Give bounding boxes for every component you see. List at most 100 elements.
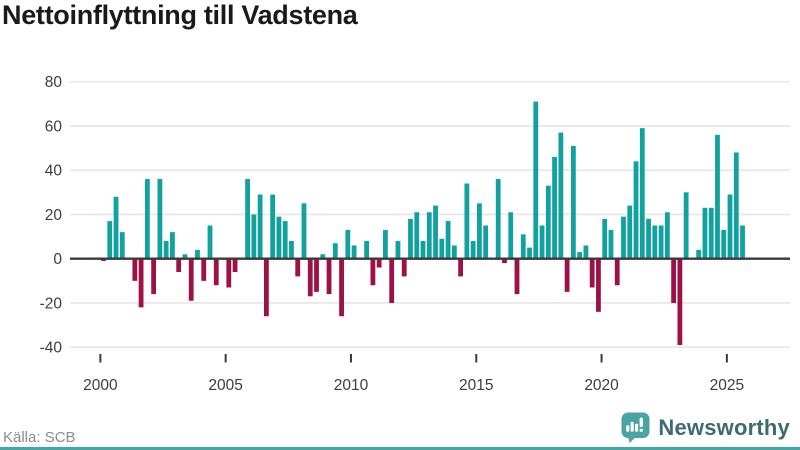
x-axis-label-2010: 2010 xyxy=(334,377,369,394)
y-axis-label-40: 40 xyxy=(45,163,63,180)
bar-2024-Q4 xyxy=(721,229,727,259)
y-axis-label-60: 60 xyxy=(45,118,63,135)
bar-2012-Q3 xyxy=(414,212,420,259)
bar-2000-Q2 xyxy=(107,221,113,259)
bar-2022-Q3 xyxy=(664,212,670,259)
bar-2003-Q4 xyxy=(195,249,200,259)
newsworthy-logo: Newsworthy xyxy=(621,412,790,443)
x-axis-label-2015: 2015 xyxy=(459,377,493,394)
bar-2012-Q2 xyxy=(408,218,413,259)
bar-2025-Q3 xyxy=(740,225,745,259)
bar-2018-Q3 xyxy=(564,258,570,292)
bar-2010-Q1 xyxy=(351,245,357,259)
bar-2000-Q3 xyxy=(113,196,119,259)
bar-2001-Q4 xyxy=(144,179,150,259)
bar-2007-Q3 xyxy=(289,241,294,259)
chart-title: Nettoinflyttning till Vadstena xyxy=(2,0,358,30)
bar-2019-Q1 xyxy=(577,252,583,259)
bar-2013-Q4 xyxy=(445,221,451,259)
bar-2019-Q4 xyxy=(596,258,601,312)
bar-2015-Q2 xyxy=(483,225,489,259)
bar-2013-Q1 xyxy=(426,212,432,259)
bar-2011-Q4 xyxy=(395,241,401,259)
bar-2024-Q2 xyxy=(708,207,714,259)
bar-2006-Q1 xyxy=(251,214,257,259)
bar-2020-Q1 xyxy=(602,218,608,259)
bar-2011-Q1 xyxy=(376,258,382,268)
bar-2009-Q2 xyxy=(332,243,338,259)
y-axis-label-80: 80 xyxy=(45,74,63,91)
bar-2005-Q1 xyxy=(226,258,232,288)
bar-2002-Q1 xyxy=(151,258,157,295)
x-axis-label-2025: 2025 xyxy=(710,377,744,394)
bar-2020-Q4 xyxy=(621,216,626,259)
bar-2014-Q3 xyxy=(464,183,470,259)
bar-2008-Q4 xyxy=(320,254,326,259)
bar-2005-Q4 xyxy=(245,179,250,259)
y-axis-label--20: -20 xyxy=(40,295,63,312)
bar-2016-Q1 xyxy=(502,258,507,264)
bar-2024-Q3 xyxy=(715,134,720,259)
bar-2001-Q3 xyxy=(138,258,144,308)
bar-2007-Q1 xyxy=(276,216,282,259)
bar-2003-Q2 xyxy=(182,254,188,259)
bar-2017-Q3 xyxy=(539,225,545,259)
bar-2008-Q3 xyxy=(314,258,319,292)
bar-2009-Q1 xyxy=(326,258,332,295)
bar-2022-Q4 xyxy=(671,258,677,303)
bar-2016-Q2 xyxy=(508,212,514,259)
bar-2017-Q2 xyxy=(533,101,539,259)
bar-2016-Q4 xyxy=(520,234,526,259)
source-caption: Källa: SCB xyxy=(3,429,76,446)
newsworthy-logo-text: Newsworthy xyxy=(658,414,790,440)
bar-2025-Q2 xyxy=(733,152,739,259)
bar-2021-Q4 xyxy=(646,218,651,259)
x-axis-label-2000: 2000 xyxy=(83,377,118,394)
bar-2004-Q1 xyxy=(201,258,207,281)
bar-2006-Q4 xyxy=(270,194,276,259)
bar-2022-Q2 xyxy=(658,225,664,259)
bar-2014-Q2 xyxy=(458,258,464,277)
bar-2024-Q1 xyxy=(702,207,708,259)
bar-2008-Q1 xyxy=(301,203,307,259)
bar-2020-Q3 xyxy=(614,258,620,286)
bar-2022-Q1 xyxy=(652,225,658,259)
bar-2021-Q2 xyxy=(633,161,639,259)
bar-2009-Q4 xyxy=(345,229,351,259)
bar-chart-speech-bubble-icon xyxy=(621,412,650,443)
bar-2013-Q3 xyxy=(439,238,445,259)
bar-2004-Q2 xyxy=(207,225,213,259)
bar-2023-Q2 xyxy=(683,192,689,259)
bar-2020-Q2 xyxy=(608,229,614,259)
bar-2013-Q2 xyxy=(433,205,438,259)
bar-2015-Q1 xyxy=(477,203,482,259)
bar-2012-Q4 xyxy=(420,241,426,259)
bar-2018-Q2 xyxy=(558,132,564,259)
bar-2014-Q4 xyxy=(470,241,476,259)
bar-2019-Q2 xyxy=(583,245,589,259)
bar-2010-Q4 xyxy=(370,258,376,286)
y-axis-label-0: 0 xyxy=(53,251,62,268)
bar-2003-Q3 xyxy=(188,258,194,301)
bar-2014-Q1 xyxy=(451,245,457,259)
bar-2017-Q4 xyxy=(545,185,551,259)
bar-2012-Q1 xyxy=(401,258,407,277)
bar-2010-Q3 xyxy=(364,241,370,259)
bar-2004-Q3 xyxy=(213,258,219,286)
bar-2021-Q3 xyxy=(639,128,645,259)
bar-2021-Q1 xyxy=(627,205,633,259)
bar-2006-Q3 xyxy=(263,258,269,317)
bar-2018-Q4 xyxy=(570,145,576,259)
bar-2002-Q4 xyxy=(170,232,175,259)
bar-2002-Q2 xyxy=(157,179,163,259)
bar-2003-Q1 xyxy=(176,258,182,272)
bar-2007-Q4 xyxy=(295,258,301,277)
bar-2015-Q4 xyxy=(495,179,501,259)
bar-2023-Q1 xyxy=(677,258,683,345)
bar-2006-Q2 xyxy=(257,194,263,259)
bar-2009-Q3 xyxy=(339,258,344,317)
bar-2019-Q3 xyxy=(589,258,595,288)
bar-2002-Q3 xyxy=(163,241,169,259)
